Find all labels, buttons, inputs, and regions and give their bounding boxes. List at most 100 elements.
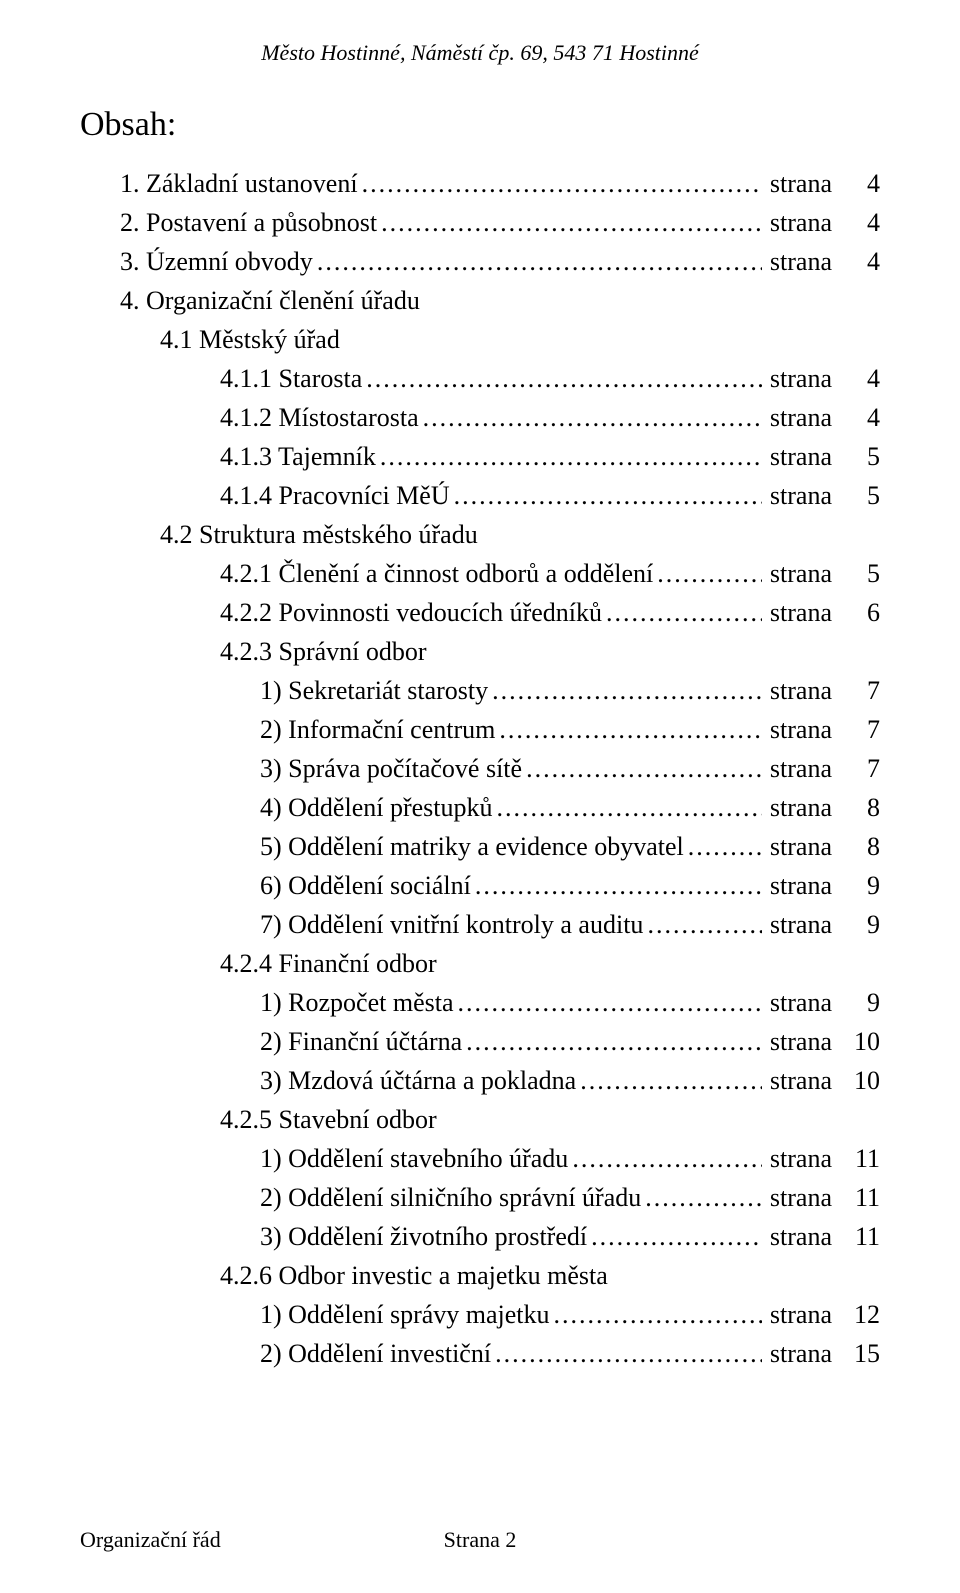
toc-entry-label: 3) Mzdová účtárna a pokladna (260, 1061, 576, 1100)
toc-page-number: 5 (832, 437, 880, 476)
toc-entry: 3) Oddělení životního prostředístrana11 (80, 1217, 880, 1256)
toc-entry-label: 1) Oddělení správy majetku (260, 1295, 550, 1334)
toc-entry: 4) Oddělení přestupků strana8 (80, 788, 880, 827)
toc-entry: 1) Oddělení stavebního úřadustrana11 (80, 1139, 880, 1178)
toc-entry: 4.1.4 Pracovníci MěÚstrana5 (80, 476, 880, 515)
toc-entry-label: 4.1.3 Tajemník (220, 437, 376, 476)
toc-page-label: strana (766, 164, 832, 203)
toc-leader-dots (380, 437, 762, 476)
toc-entry: 4.2.5 Stavební odbor (80, 1100, 880, 1139)
toc-page-label: strana (766, 788, 832, 827)
toc-entry: 2. Postavení a působnoststrana4 (80, 203, 880, 242)
toc-leader-dots (572, 1139, 762, 1178)
toc-page-label: strana (766, 710, 832, 749)
toc-leader-dots (499, 710, 762, 749)
toc-entry-label: 1) Rozpočet města (260, 983, 454, 1022)
toc-page-number: 6 (832, 593, 880, 632)
toc-entry-label: 2) Finanční účtárna (260, 1022, 462, 1061)
toc-page-label: strana (766, 1061, 832, 1100)
toc-entry: 4.2.4 Finanční odbor (80, 944, 880, 983)
toc-page-label: strana (766, 983, 832, 1022)
toc-page-number: 11 (832, 1178, 880, 1217)
toc-page-number: 4 (832, 242, 880, 281)
toc-entry: 4.1.3 Tajemníkstrana5 (80, 437, 880, 476)
toc-page-label: strana (766, 554, 832, 593)
toc-entry-label: 4.2.6 Odbor investic a majetku města (220, 1256, 608, 1295)
toc-entry-label: 3. Územní obvody (120, 242, 313, 281)
toc-leader-dots (458, 983, 762, 1022)
toc-entry: 4.2.2 Povinnosti vedoucích úředníkůstran… (80, 593, 880, 632)
toc-entry: 4.2 Struktura městského úřadu (80, 515, 880, 554)
toc-entry-label: 4.2.2 Povinnosti vedoucích úředníků (220, 593, 602, 632)
toc-entry: 2) Informační centrum strana7 (80, 710, 880, 749)
toc-entry-label: 1) Oddělení stavebního úřadu (260, 1139, 568, 1178)
toc-entry: 4.1.2 Místostarostastrana4 (80, 398, 880, 437)
toc-page-number: 4 (832, 203, 880, 242)
toc-page-label: strana (766, 398, 832, 437)
toc-page-number: 8 (832, 788, 880, 827)
toc-page-number: 7 (832, 671, 880, 710)
toc-page-number: 4 (832, 398, 880, 437)
toc-entry: 4. Organizační členění úřadu (80, 281, 880, 320)
toc-entry: 4.2.6 Odbor investic a majetku města (80, 1256, 880, 1295)
toc-page-number: 4 (832, 359, 880, 398)
toc-entry: 1) Rozpočet města strana9 (80, 983, 880, 1022)
toc-entry: 4.2.3 Správní odbor (80, 632, 880, 671)
toc-leader-dots (688, 827, 762, 866)
toc-page-label: strana (766, 749, 832, 788)
toc-entry: 2) Finanční účtárna strana10 (80, 1022, 880, 1061)
toc-leader-dots (495, 1334, 762, 1373)
toc-page-label: strana (766, 1334, 832, 1373)
table-of-contents: 1. Základní ustanovenístrana42. Postaven… (80, 164, 880, 1373)
toc-leader-dots (475, 866, 762, 905)
toc-leader-dots (526, 749, 762, 788)
toc-leader-dots (647, 905, 761, 944)
toc-entry-label: 4.1.1 Starosta (220, 359, 362, 398)
toc-entry-label: 2) Informační centrum (260, 710, 495, 749)
toc-page-label: strana (766, 1178, 832, 1217)
toc-entry: 3) Mzdová účtárna a pokladnastrana10 (80, 1061, 880, 1100)
toc-page-number: 9 (832, 905, 880, 944)
toc-page-label: strana (766, 242, 832, 281)
toc-leader-dots (381, 203, 762, 242)
toc-page-number: 11 (832, 1139, 880, 1178)
toc-entry-label: 2) Oddělení silničního správní úřadu (260, 1178, 641, 1217)
footer-center: Strana 2 (80, 1527, 880, 1553)
toc-entry-label: 3) Správa počítačové sítě (260, 749, 522, 788)
toc-entry-label: 6) Oddělení sociální (260, 866, 471, 905)
toc-page-number: 10 (832, 1022, 880, 1061)
toc-leader-dots (591, 1217, 762, 1256)
toc-page-number: 7 (832, 749, 880, 788)
toc-page-label: strana (766, 866, 832, 905)
toc-page-number: 15 (832, 1334, 880, 1373)
toc-page-label: strana (766, 359, 832, 398)
toc-entry-label: 4.2.5 Stavební odbor (220, 1100, 437, 1139)
toc-entry-label: 4.2.3 Správní odbor (220, 632, 427, 671)
toc-leader-dots (366, 359, 762, 398)
toc-page-label: strana (766, 203, 832, 242)
toc-entry: 2) Oddělení silničního správní úřadu stra… (80, 1178, 880, 1217)
toc-title: Obsah: (80, 106, 880, 144)
toc-leader-dots (580, 1061, 762, 1100)
toc-entry: 2) Oddělení investiční strana15 (80, 1334, 880, 1373)
toc-page-label: strana (766, 827, 832, 866)
toc-entry-label: 4.1 Městský úřad (160, 320, 340, 359)
toc-entry-label: 2) Oddělení investiční (260, 1334, 491, 1373)
toc-leader-dots (454, 476, 762, 515)
toc-page-number: 7 (832, 710, 880, 749)
toc-page-number: 4 (832, 164, 880, 203)
toc-leader-dots (645, 1178, 762, 1217)
toc-entry-label: 5) Oddělení matriky a evidence obyvatel (260, 827, 684, 866)
toc-page-label: strana (766, 1217, 832, 1256)
toc-page-number: 9 (832, 983, 880, 1022)
toc-entry: 4.1.1 Starosta strana4 (80, 359, 880, 398)
toc-entry: 3) Správa počítačové sítě strana7 (80, 749, 880, 788)
toc-page-number: 12 (832, 1295, 880, 1334)
toc-entry-label: 4.2.1 Členění a činnost odborů a oddělen… (220, 554, 653, 593)
toc-page-label: strana (766, 1022, 832, 1061)
toc-page-number: 11 (832, 1217, 880, 1256)
toc-entry-label: 1. Základní ustanovení (120, 164, 358, 203)
toc-entry-label: 4) Oddělení přestupků (260, 788, 493, 827)
toc-leader-dots (423, 398, 762, 437)
toc-entry-label: 4.2 Struktura městského úřadu (160, 515, 478, 554)
